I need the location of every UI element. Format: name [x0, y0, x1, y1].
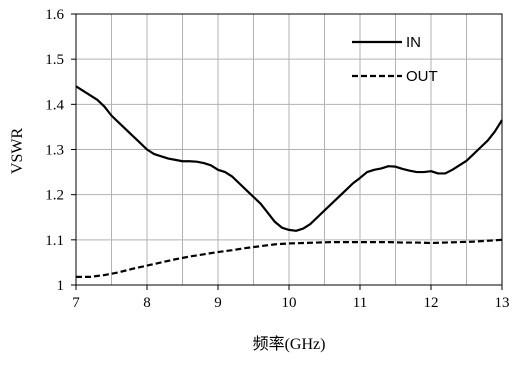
- legend: IN OUT: [352, 34, 438, 85]
- axis-layer: 7 8 9 10 11 12 13 1 1.1 1.2 1.3 1.4 1.5 1.6: [45, 7, 509, 311]
- legend-label-in: IN: [406, 34, 421, 51]
- y-tick-label: 1.6: [45, 7, 64, 23]
- series-layer: [75, 85, 503, 278]
- x-tick-label: 7: [72, 295, 80, 311]
- y-tick-label: 1.5: [45, 52, 64, 68]
- grid-layer: [75, 13, 503, 286]
- legend-label-out: OUT: [406, 68, 438, 85]
- x-tick-label: 12: [424, 295, 439, 311]
- x-tick-label: 11: [353, 295, 367, 311]
- x-tick-label: 10: [282, 295, 297, 311]
- y-axis-title: VSWR: [9, 128, 26, 175]
- x-tick-label: 9: [214, 295, 222, 311]
- x-tick-label: 8: [143, 295, 151, 311]
- series-line-in: [75, 85, 503, 232]
- x-axis-title: 频率(GHz): [253, 335, 326, 353]
- y-tick-label: 1.3: [45, 143, 64, 159]
- y-tick-label: 1: [57, 278, 65, 294]
- y-tick-label: 1.2: [45, 188, 64, 204]
- y-tick-label: 1.4: [45, 97, 64, 113]
- x-tick-label: 13: [495, 295, 510, 311]
- y-tick-label: 1.1: [45, 233, 64, 249]
- series-line-out: [76, 238, 503, 278]
